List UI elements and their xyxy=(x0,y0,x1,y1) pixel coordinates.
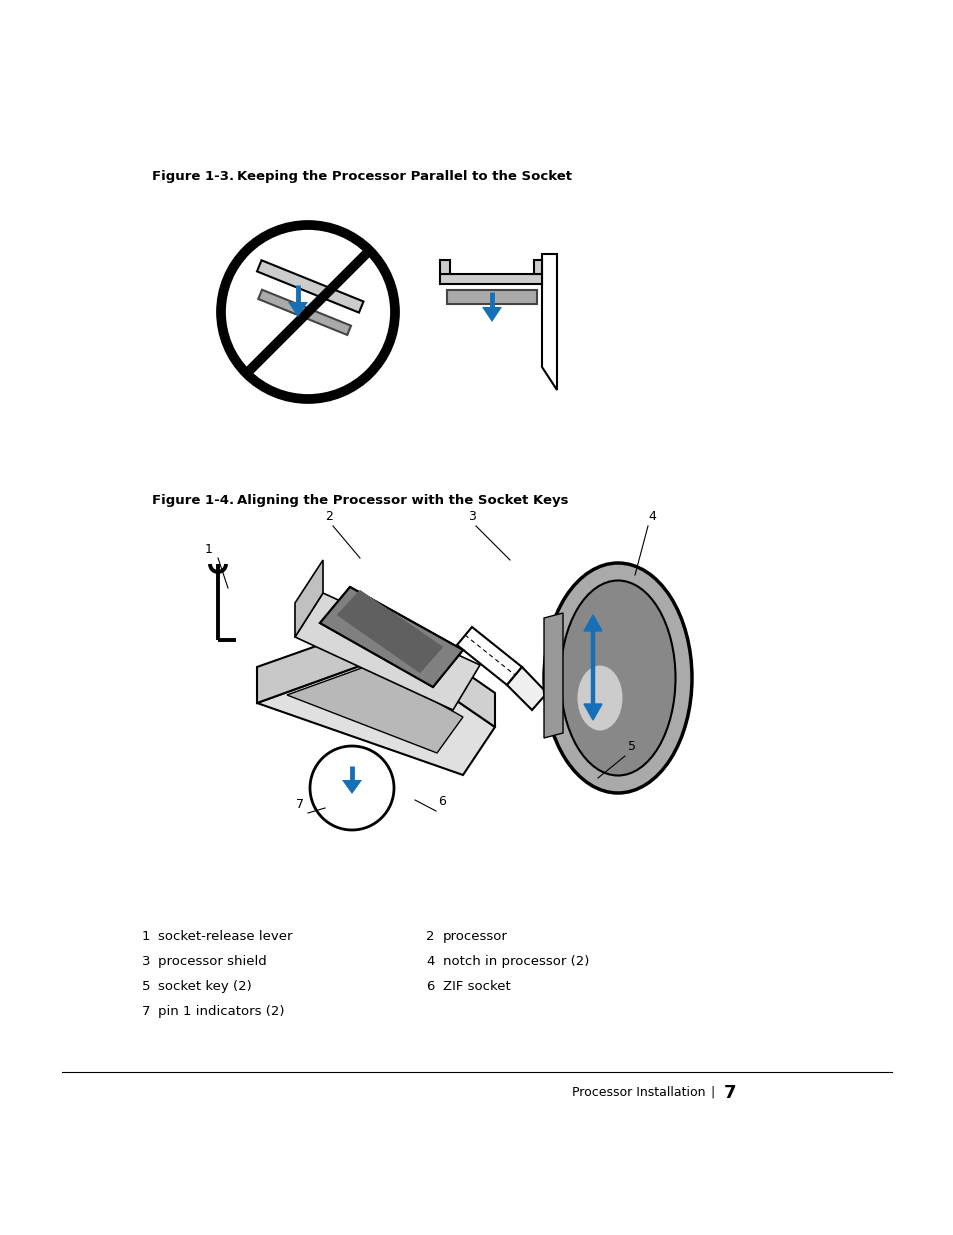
Polygon shape xyxy=(456,627,521,685)
Text: processor shield: processor shield xyxy=(158,955,267,968)
Polygon shape xyxy=(341,781,361,794)
Polygon shape xyxy=(583,704,601,720)
Text: 1: 1 xyxy=(141,930,150,944)
Polygon shape xyxy=(294,593,479,710)
Ellipse shape xyxy=(560,580,675,776)
Text: socket key (2): socket key (2) xyxy=(158,981,252,993)
Text: pin 1 indicators (2): pin 1 indicators (2) xyxy=(158,1005,284,1018)
Text: 3: 3 xyxy=(468,510,476,522)
Polygon shape xyxy=(506,667,546,710)
Polygon shape xyxy=(336,590,442,673)
Text: 3: 3 xyxy=(141,955,150,968)
Text: 7: 7 xyxy=(723,1084,736,1102)
Polygon shape xyxy=(287,664,462,753)
Polygon shape xyxy=(439,274,541,284)
Text: Keeping the Processor Parallel to the Socket: Keeping the Processor Parallel to the So… xyxy=(236,170,572,183)
Text: ZIF socket: ZIF socket xyxy=(442,981,510,993)
Text: 7: 7 xyxy=(295,798,304,811)
Polygon shape xyxy=(390,620,495,727)
Text: 6: 6 xyxy=(437,795,445,808)
Text: 6: 6 xyxy=(426,981,435,993)
Polygon shape xyxy=(319,587,462,687)
Polygon shape xyxy=(294,559,323,637)
Text: Figure 1-3.: Figure 1-3. xyxy=(152,170,233,183)
Text: processor: processor xyxy=(442,930,507,944)
Ellipse shape xyxy=(577,666,622,730)
Text: socket-release lever: socket-release lever xyxy=(158,930,293,944)
Text: 5: 5 xyxy=(627,740,636,753)
Polygon shape xyxy=(256,261,363,312)
Text: Processor Installation: Processor Installation xyxy=(572,1086,705,1099)
Polygon shape xyxy=(319,587,462,687)
Polygon shape xyxy=(447,290,537,304)
Text: notch in processor (2): notch in processor (2) xyxy=(442,955,589,968)
Polygon shape xyxy=(439,261,450,274)
Text: 7: 7 xyxy=(141,1005,150,1018)
Text: Figure 1-4.: Figure 1-4. xyxy=(152,494,233,508)
Polygon shape xyxy=(583,615,601,631)
Text: |: | xyxy=(709,1086,714,1099)
Text: 4: 4 xyxy=(426,955,435,968)
Ellipse shape xyxy=(543,563,691,793)
Polygon shape xyxy=(288,303,308,317)
Text: 2: 2 xyxy=(426,930,435,944)
Polygon shape xyxy=(256,655,495,776)
Polygon shape xyxy=(336,590,442,673)
Polygon shape xyxy=(481,308,501,322)
Polygon shape xyxy=(541,254,557,390)
Polygon shape xyxy=(543,613,562,739)
Text: 5: 5 xyxy=(141,981,150,993)
Text: 1: 1 xyxy=(205,543,213,556)
Text: Aligning the Processor with the Socket Keys: Aligning the Processor with the Socket K… xyxy=(236,494,568,508)
Polygon shape xyxy=(256,620,390,703)
Text: 2: 2 xyxy=(325,510,333,522)
Text: 4: 4 xyxy=(647,510,655,522)
Polygon shape xyxy=(258,290,351,335)
Polygon shape xyxy=(534,261,541,274)
